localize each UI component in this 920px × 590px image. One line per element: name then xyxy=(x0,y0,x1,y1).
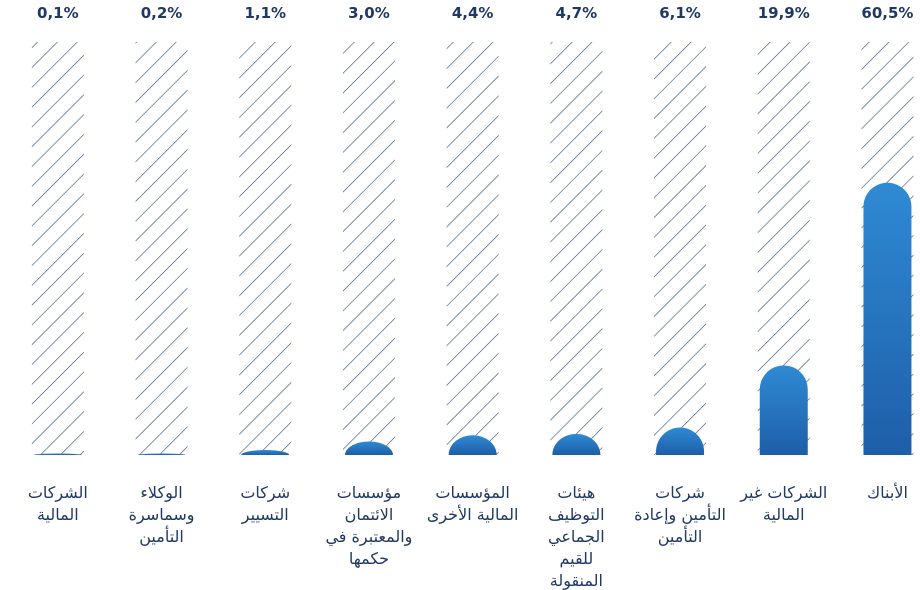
bar xyxy=(241,450,290,455)
category-label: هيئات التوظيف الجماعي للقيم المنقولة xyxy=(548,483,605,590)
bar xyxy=(863,182,912,456)
bar xyxy=(33,453,82,455)
value-label: 3,0% xyxy=(348,4,390,22)
bar xyxy=(137,453,186,455)
value-label: 0,2% xyxy=(140,4,183,22)
category-label: الشركات المالية xyxy=(27,483,88,524)
bar xyxy=(448,435,497,455)
category-label: الشركات غير المالية xyxy=(740,483,828,524)
value-label: 4,7% xyxy=(555,4,598,22)
bar xyxy=(759,365,808,455)
hatch-column xyxy=(446,42,499,455)
hatch-column xyxy=(550,42,603,455)
hatch-column xyxy=(654,42,707,455)
category-label: المؤسسات المالية الأخرى xyxy=(426,483,519,524)
hatch-column xyxy=(31,42,84,455)
hatch-column xyxy=(342,42,395,455)
value-label: 0,1% xyxy=(37,4,79,22)
bar xyxy=(344,441,393,455)
value-label: 60,5% xyxy=(861,4,914,22)
hatch-column xyxy=(239,42,292,455)
value-label: 4,4% xyxy=(451,4,494,22)
category-label: شركات التأمين وإعادة التأمين xyxy=(634,483,726,546)
category-label: الأبناك xyxy=(866,483,908,502)
value-label: 1,1% xyxy=(244,4,287,22)
bar xyxy=(656,427,705,455)
category-label: شركات التسيير xyxy=(240,483,291,524)
hatch-column xyxy=(135,42,188,455)
value-label: 6,1% xyxy=(659,4,701,22)
category-label: الوكلاء وسماسرة التأمين xyxy=(128,483,195,546)
bar xyxy=(552,433,601,455)
category-label: مؤسسات الائتمان والمعتبرة في حكمها xyxy=(325,483,413,568)
value-label: 19,9% xyxy=(757,4,810,22)
